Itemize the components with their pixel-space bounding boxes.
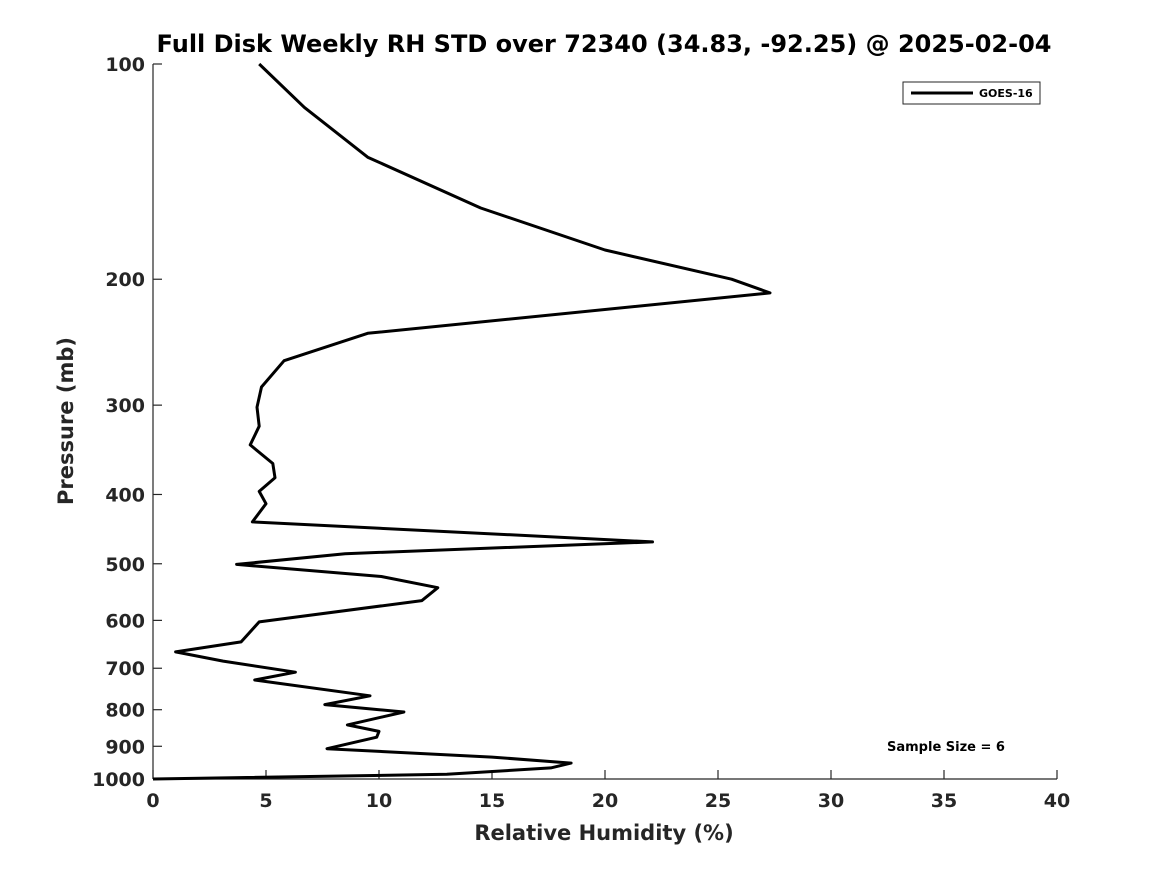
x-tick-label: 0 xyxy=(146,790,159,812)
x-tick-label: 40 xyxy=(1044,790,1070,812)
y-tick-label: 100 xyxy=(105,54,145,76)
y-tick-label: 300 xyxy=(105,395,145,417)
x-tick-label: 5 xyxy=(259,790,272,812)
x-tick-label: 30 xyxy=(818,790,844,812)
sample-size-annotation: Sample Size = 6 xyxy=(887,740,1005,755)
chart-title: Full Disk Weekly RH STD over 72340 (34.8… xyxy=(157,30,1052,58)
legend-label-goes-16: GOES-16 xyxy=(979,87,1033,100)
y-tick-label: 500 xyxy=(105,554,145,576)
y-tick-label: 800 xyxy=(105,700,145,722)
x-tick-label: 25 xyxy=(705,790,731,812)
y-tick-label: 600 xyxy=(105,610,145,632)
y-tick-label: 1000 xyxy=(92,769,145,791)
y-tick-label: 200 xyxy=(105,269,145,291)
x-tick-label: 20 xyxy=(592,790,618,812)
plot-area: 0 5 10 15 20 25 30 35 40 100 200 300 400 500 600 700 80… xyxy=(92,54,1070,812)
x-tick-label: 35 xyxy=(931,790,957,812)
series-line-goes-16 xyxy=(152,62,772,781)
y-tick-label: 700 xyxy=(105,658,145,680)
x-tick-label: 15 xyxy=(479,790,505,812)
x-tick-label: 10 xyxy=(366,790,392,812)
y-axis-label: Pressure (mb) xyxy=(54,337,78,505)
y-tick-label: 900 xyxy=(105,736,145,758)
legend: GOES-16 xyxy=(902,81,1041,105)
y-tick-label: 400 xyxy=(105,484,145,506)
x-axis-label: Relative Humidity (%) xyxy=(474,821,733,845)
